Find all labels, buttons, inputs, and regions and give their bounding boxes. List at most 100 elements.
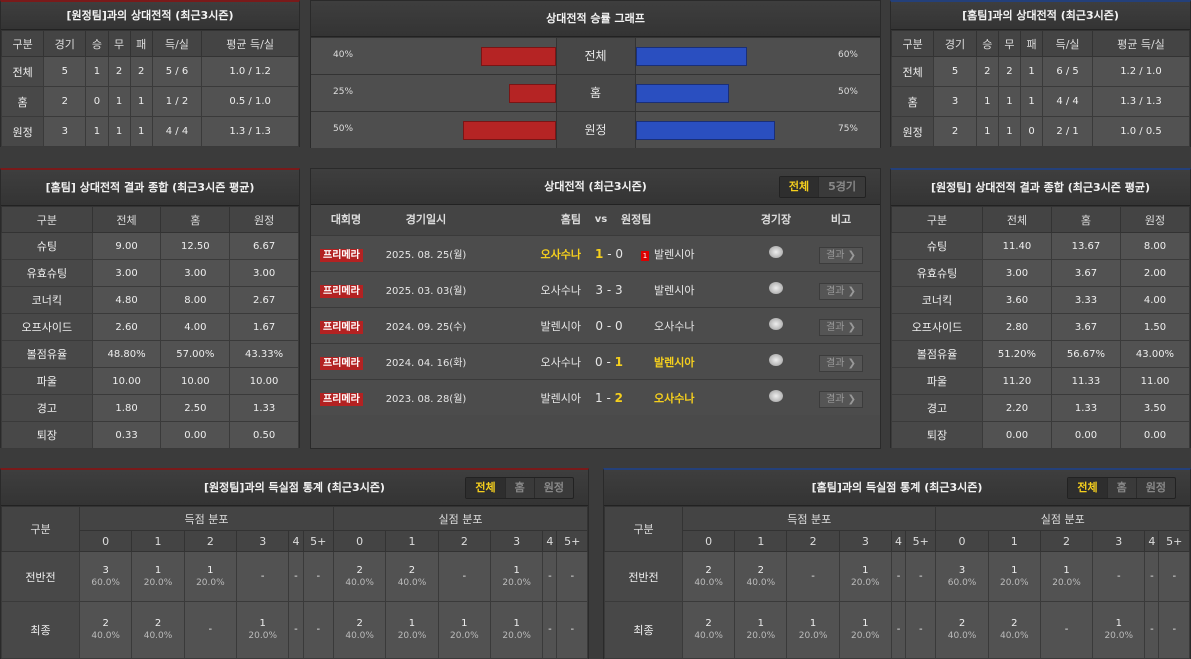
away-h2h-panel: [원정팀]과의 상대전적 (최근3시즌) 구분 경기 승 무 패 득/실 평균 득/실 전체 5… bbox=[0, 0, 300, 147]
column-header: 홈 bbox=[1050, 206, 1121, 233]
cell: 1 20.0% bbox=[838, 601, 892, 659]
tab-last-5[interactable]: 5경기 bbox=[818, 177, 865, 197]
table-row: 경고 1.80 2.50 1.33 bbox=[1, 394, 299, 422]
count: - bbox=[811, 570, 815, 582]
home-summary-table: 구분 전체 홈 원정 슈팅 9.00 12.50 6.67 유효슈팅 3.00 3.00 3.00 코너… bbox=[1, 206, 299, 449]
row-label: 전반전 bbox=[1, 551, 80, 602]
cell: 3.67 bbox=[1050, 313, 1121, 341]
home-team[interactable]: 오사수나 bbox=[540, 283, 581, 297]
bucket-header: 2 bbox=[183, 530, 238, 552]
stadium-icon[interactable] bbox=[769, 354, 783, 366]
match-row[interactable]: 프리메라 2025. 08. 25(월) 오사수나 1 - 0 1 발렌시아 결과… bbox=[311, 235, 880, 271]
result-button[interactable]: 결과 ❯ bbox=[819, 319, 863, 336]
stadium-icon[interactable] bbox=[769, 318, 783, 330]
away-team[interactable]: 오사수나 bbox=[654, 391, 695, 405]
away-score: 0 bbox=[615, 246, 623, 261]
home-goals-panel: [홈팀]과의 득실점 통계 (최근3시즌) 전체 홈 원정 구분 득점 분포 실점 … bbox=[603, 468, 1191, 659]
result-button[interactable]: 결과 ❯ bbox=[819, 283, 863, 300]
tab-all[interactable]: 전체 bbox=[466, 478, 505, 498]
tab-home[interactable]: 홈 bbox=[504, 478, 534, 498]
result-button[interactable]: 결과 ❯ bbox=[819, 391, 863, 408]
bucket-header: 0 bbox=[681, 530, 736, 552]
result-button[interactable]: 결과 ❯ bbox=[819, 355, 863, 372]
tab-away[interactable]: 원정 bbox=[533, 478, 573, 498]
percent: 20.0% bbox=[1052, 577, 1081, 588]
tab-all[interactable]: 전체 bbox=[1068, 478, 1107, 498]
match-row[interactable]: 프리메라 2024. 04. 16(화) 오사수나 0 - 1 발렌시아 결과 … bbox=[311, 343, 880, 379]
away-team[interactable]: 발렌시아 bbox=[654, 247, 695, 261]
cell: 3.00 bbox=[91, 259, 162, 287]
panel-title: [원정팀] 상대전적 결과 종합 (최근3시즌 평균) bbox=[891, 170, 1190, 206]
column-header: 구분 bbox=[1, 206, 93, 233]
cell: 9.00 bbox=[91, 232, 162, 260]
bucket-header: 4 bbox=[890, 530, 907, 552]
cell: 2 40.0% bbox=[131, 601, 185, 659]
row-label: 원정 bbox=[0, 116, 45, 147]
cell: 0.5 / 1.0 bbox=[201, 86, 299, 117]
tab-all[interactable]: 전체 bbox=[779, 177, 819, 197]
panel-title: [홈팀]과의 상대전적 (최근3시즌) bbox=[891, 2, 1190, 30]
right-bar bbox=[635, 121, 775, 140]
home-team[interactable]: 발렌시아 bbox=[540, 391, 581, 405]
competition-badge[interactable]: 프리메라 bbox=[320, 249, 363, 262]
tab-away[interactable]: 원정 bbox=[1135, 478, 1175, 498]
match-row[interactable]: 프리메라 2025. 03. 03(월) 오사수나 3 - 3 발렌시아 결과 … bbox=[311, 271, 880, 307]
graph-row: 50% 원정 75% bbox=[311, 111, 880, 148]
right-percent: 75% bbox=[837, 124, 858, 134]
away-team[interactable]: 오사수나 bbox=[654, 319, 695, 333]
count: 2 bbox=[356, 618, 363, 629]
row-label: 유효슈팅 bbox=[891, 259, 983, 287]
left-percent: 25% bbox=[333, 87, 354, 97]
match-row[interactable]: 프리메라 2023. 08. 28(월) 발렌시아 1 - 2 오사수나 결과 … bbox=[311, 379, 880, 415]
right-percent: 60% bbox=[837, 50, 858, 60]
table-row: 전체 5 2 2 1 6 / 5 1.2 / 1.0 bbox=[890, 56, 1191, 87]
column-header: 평균 득/실 bbox=[201, 30, 299, 57]
column-header: 패 bbox=[129, 30, 153, 57]
match-table-header: 대회명 경기일시 홈팀 vs 원정팀 경기장 비고 bbox=[311, 205, 880, 235]
competition-badge[interactable]: 프리메라 bbox=[320, 321, 363, 334]
away-team[interactable]: 발렌시아 bbox=[654, 355, 695, 369]
cell: 13.67 bbox=[1050, 232, 1121, 260]
cell: 4 / 4 bbox=[151, 116, 203, 147]
tab-home[interactable]: 홈 bbox=[1106, 478, 1136, 498]
count: 2 bbox=[705, 564, 712, 576]
competition-badge[interactable]: 프리메라 bbox=[320, 393, 363, 406]
cell: 1 20.0% bbox=[987, 551, 1041, 602]
stadium-icon[interactable] bbox=[769, 282, 783, 294]
count: 2 bbox=[958, 618, 966, 629]
home-team[interactable]: 발렌시아 bbox=[540, 319, 581, 333]
cell: - bbox=[1092, 551, 1146, 602]
count: - bbox=[1150, 624, 1154, 635]
away-score: 1 bbox=[614, 354, 623, 369]
stadium-icon[interactable] bbox=[769, 246, 783, 258]
row-label: 오프사이드 bbox=[1, 313, 93, 341]
cell: 12.50 bbox=[160, 232, 231, 260]
home-team[interactable]: 오사수나 bbox=[540, 247, 581, 261]
score: 3 - 3 bbox=[595, 282, 623, 297]
table-row: 파울 10.00 10.00 10.00 bbox=[1, 367, 299, 395]
graph-row: 25% 홈 50% bbox=[311, 74, 880, 111]
percent: 20.0% bbox=[851, 577, 880, 588]
column-header: 구분 bbox=[604, 506, 683, 552]
cell: - bbox=[890, 551, 907, 602]
cell: 43.33% bbox=[229, 340, 299, 368]
competition-badge[interactable]: 프리메라 bbox=[320, 357, 363, 370]
match-row[interactable]: 프리메라 2024. 09. 25(수) 발렌시아 0 - 0 오사수나 결과 … bbox=[311, 307, 880, 343]
stadium-icon[interactable] bbox=[769, 390, 783, 402]
home-team[interactable]: 오사수나 bbox=[540, 355, 581, 369]
goals-filter-tabs: 전체 홈 원정 bbox=[465, 477, 574, 499]
result-button[interactable]: 결과 ❯ bbox=[819, 247, 863, 264]
match-history-panel: 상대전적 (최근3시즌) 전체 5경기 대회명 경기일시 홈팀 vs 원정팀 경… bbox=[310, 168, 881, 449]
away-team[interactable]: 발렌시아 bbox=[654, 283, 695, 297]
count: - bbox=[316, 624, 321, 635]
cell: 0 bbox=[85, 86, 109, 117]
home-score: 0 bbox=[595, 354, 603, 369]
cell: 6.67 bbox=[229, 232, 299, 260]
cell: 2 bbox=[107, 56, 131, 87]
competition-badge[interactable]: 프리메라 bbox=[320, 285, 363, 298]
cell: 2.20 bbox=[981, 394, 1052, 422]
column-header: 무 bbox=[107, 30, 131, 57]
percent: 40.0% bbox=[999, 631, 1029, 641]
cell: 10.00 bbox=[229, 367, 299, 395]
